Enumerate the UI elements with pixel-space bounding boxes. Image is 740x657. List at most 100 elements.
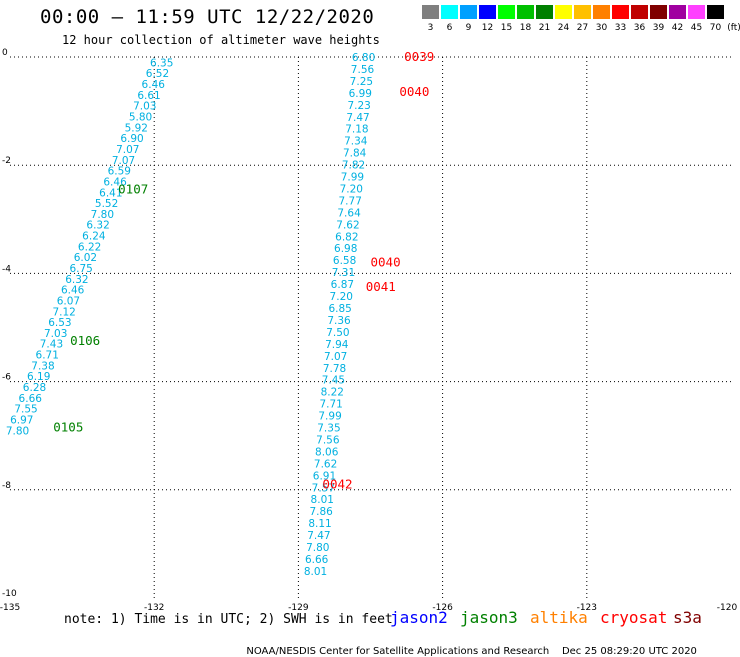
lon-tick-label: -120 (717, 603, 738, 613)
wave-height-value: 7.23 (347, 100, 370, 112)
lon-tick-label: -123 (577, 603, 597, 613)
wave-height-value: 7.07 (116, 144, 139, 156)
wave-height-value: 6.90 (120, 133, 143, 145)
wave-height-value: 7.80 (306, 542, 329, 554)
wave-height-value: 7.20 (340, 183, 363, 195)
wave-height-value: 7.47 (307, 530, 330, 542)
wave-height-value: 6.46 (103, 176, 127, 188)
wave-height-value: 8.11 (308, 518, 331, 530)
wave-height-value: 6.71 (36, 350, 59, 362)
pass-time-label: 0039 (404, 49, 434, 64)
wave-height-value: 7.99 (341, 172, 364, 184)
footer-note: note: 1) Time is in UTC; 2) SWH is in fe… (64, 612, 393, 627)
lon-tick-label: -132 (144, 603, 164, 613)
wave-height-value: 7.82 (342, 160, 365, 172)
page-subtitle: 12 hour collection of altimeter wave hei… (62, 33, 380, 47)
wave-height-value: 7.56 (316, 434, 340, 446)
wave-height-value: 6.66 (19, 393, 43, 405)
wave-height-value: 6.24 (82, 231, 106, 243)
wave-height-value: 6.97 (10, 414, 33, 426)
wave-height-value: 8.01 (304, 566, 327, 578)
wave-height-value: 6.35 (150, 57, 173, 69)
page-title: 00:00 – 11:59 UTC 12/22/2020 (40, 6, 375, 28)
legend-swatch (669, 5, 686, 19)
legend-swatch (650, 5, 667, 19)
credit-timestamp: Dec 25 08:29:20 UTC 2020 (561, 646, 697, 657)
wave-height-value: 7.62 (314, 458, 337, 470)
wave-height-value: 7.64 (337, 207, 361, 219)
wave-height-value: 6.82 (335, 231, 358, 243)
pass-time-label: 0042 (322, 476, 352, 491)
lat-tick-label: -6 (2, 373, 11, 383)
legend-label: 15 (500, 23, 513, 33)
wave-height-value: 7.07 (112, 155, 135, 167)
legend-label: 39 (652, 23, 665, 33)
wave-height-value: 7.94 (325, 339, 349, 351)
wave-height-value: 6.53 (48, 317, 71, 329)
wave-height-value: 7.55 (14, 404, 37, 416)
wave-height-value: 7.86 (309, 506, 333, 518)
lat-tick-label: -8 (2, 481, 11, 491)
legend-swatch (688, 5, 705, 19)
wave-height-value: 6.80 (352, 52, 375, 64)
legend-label: 70 (709, 23, 722, 33)
wave-height-value: 6.02 (74, 252, 97, 264)
wave-height-value: 7.84 (343, 148, 367, 160)
wave-height-value: 7.56 (351, 64, 375, 76)
lat-tick-label: -2 (2, 156, 11, 166)
legend-swatch (593, 5, 610, 19)
wave-height-value: 6.32 (86, 220, 109, 232)
legend-swatch (441, 5, 458, 19)
lon-tick-label: -129 (288, 603, 309, 613)
wave-height-value: 6.87 (331, 279, 354, 291)
satellite-jason3: jason3 (460, 608, 518, 627)
pass-time-label: 0107 (118, 182, 148, 197)
wave-height-value: 6.59 (108, 166, 131, 178)
legend-label: 30 (595, 23, 608, 33)
wave-height-value: 6.91 (313, 470, 336, 482)
legend-swatch (498, 5, 515, 19)
wave-height-value: 6.75 (69, 263, 92, 275)
wave-height-value: 7.62 (336, 219, 359, 231)
wave-height-value: 6.99 (349, 88, 372, 100)
lat-tick-label: 0 (2, 48, 8, 58)
pass-time-label: 0041 (366, 279, 396, 294)
wave-height-value: 6.46 (142, 79, 166, 91)
wave-height-value: 6.85 (328, 303, 351, 315)
legend-label: 42 (671, 23, 684, 33)
wave-height-value: 6.32 (65, 274, 88, 286)
credit-text: NOAA/NESDIS Center for Satellite Applica… (246, 646, 550, 657)
legend-swatch (460, 5, 477, 19)
wave-height-value: 6.52 (146, 68, 169, 80)
legend-label: 12 (481, 23, 494, 33)
legend-swatch (536, 5, 553, 19)
wave-height-value: 7.99 (318, 411, 341, 423)
legend-swatch (555, 5, 572, 19)
pass-time-label: 0040 (399, 84, 429, 99)
wave-height-value: 7.12 (52, 306, 75, 318)
wave-height-value: 7.45 (322, 375, 345, 387)
satellite-altika: altika (530, 608, 588, 627)
legend-swatch (612, 5, 629, 19)
wave-height-value: 7.20 (330, 291, 353, 303)
wave-height-value: 7.57 (312, 482, 335, 494)
wave-height-value: 7.25 (350, 76, 373, 88)
legend-swatch (479, 5, 496, 19)
legend-label: 6 (446, 23, 453, 33)
wave-height-value: 6.19 (27, 371, 50, 383)
wave-height-value: 6.66 (305, 554, 329, 566)
lon-tick-label: -126 (432, 603, 453, 613)
wave-height-value: 7.47 (346, 112, 369, 124)
legend-label: 24 (557, 23, 570, 33)
wave-height-value: 7.38 (31, 360, 54, 372)
wave-height-value: 7.43 (40, 339, 63, 351)
legend-label: 9 (465, 23, 472, 33)
wave-height-value: 6.58 (333, 255, 356, 267)
wave-height-value: 7.36 (327, 315, 351, 327)
legend-label: 27 (576, 23, 589, 33)
wave-height-value: 7.50 (326, 327, 349, 339)
legend-label: 21 (538, 23, 551, 33)
lon-tick-label: -135 (0, 603, 20, 613)
legend-label: 33 (614, 23, 627, 33)
